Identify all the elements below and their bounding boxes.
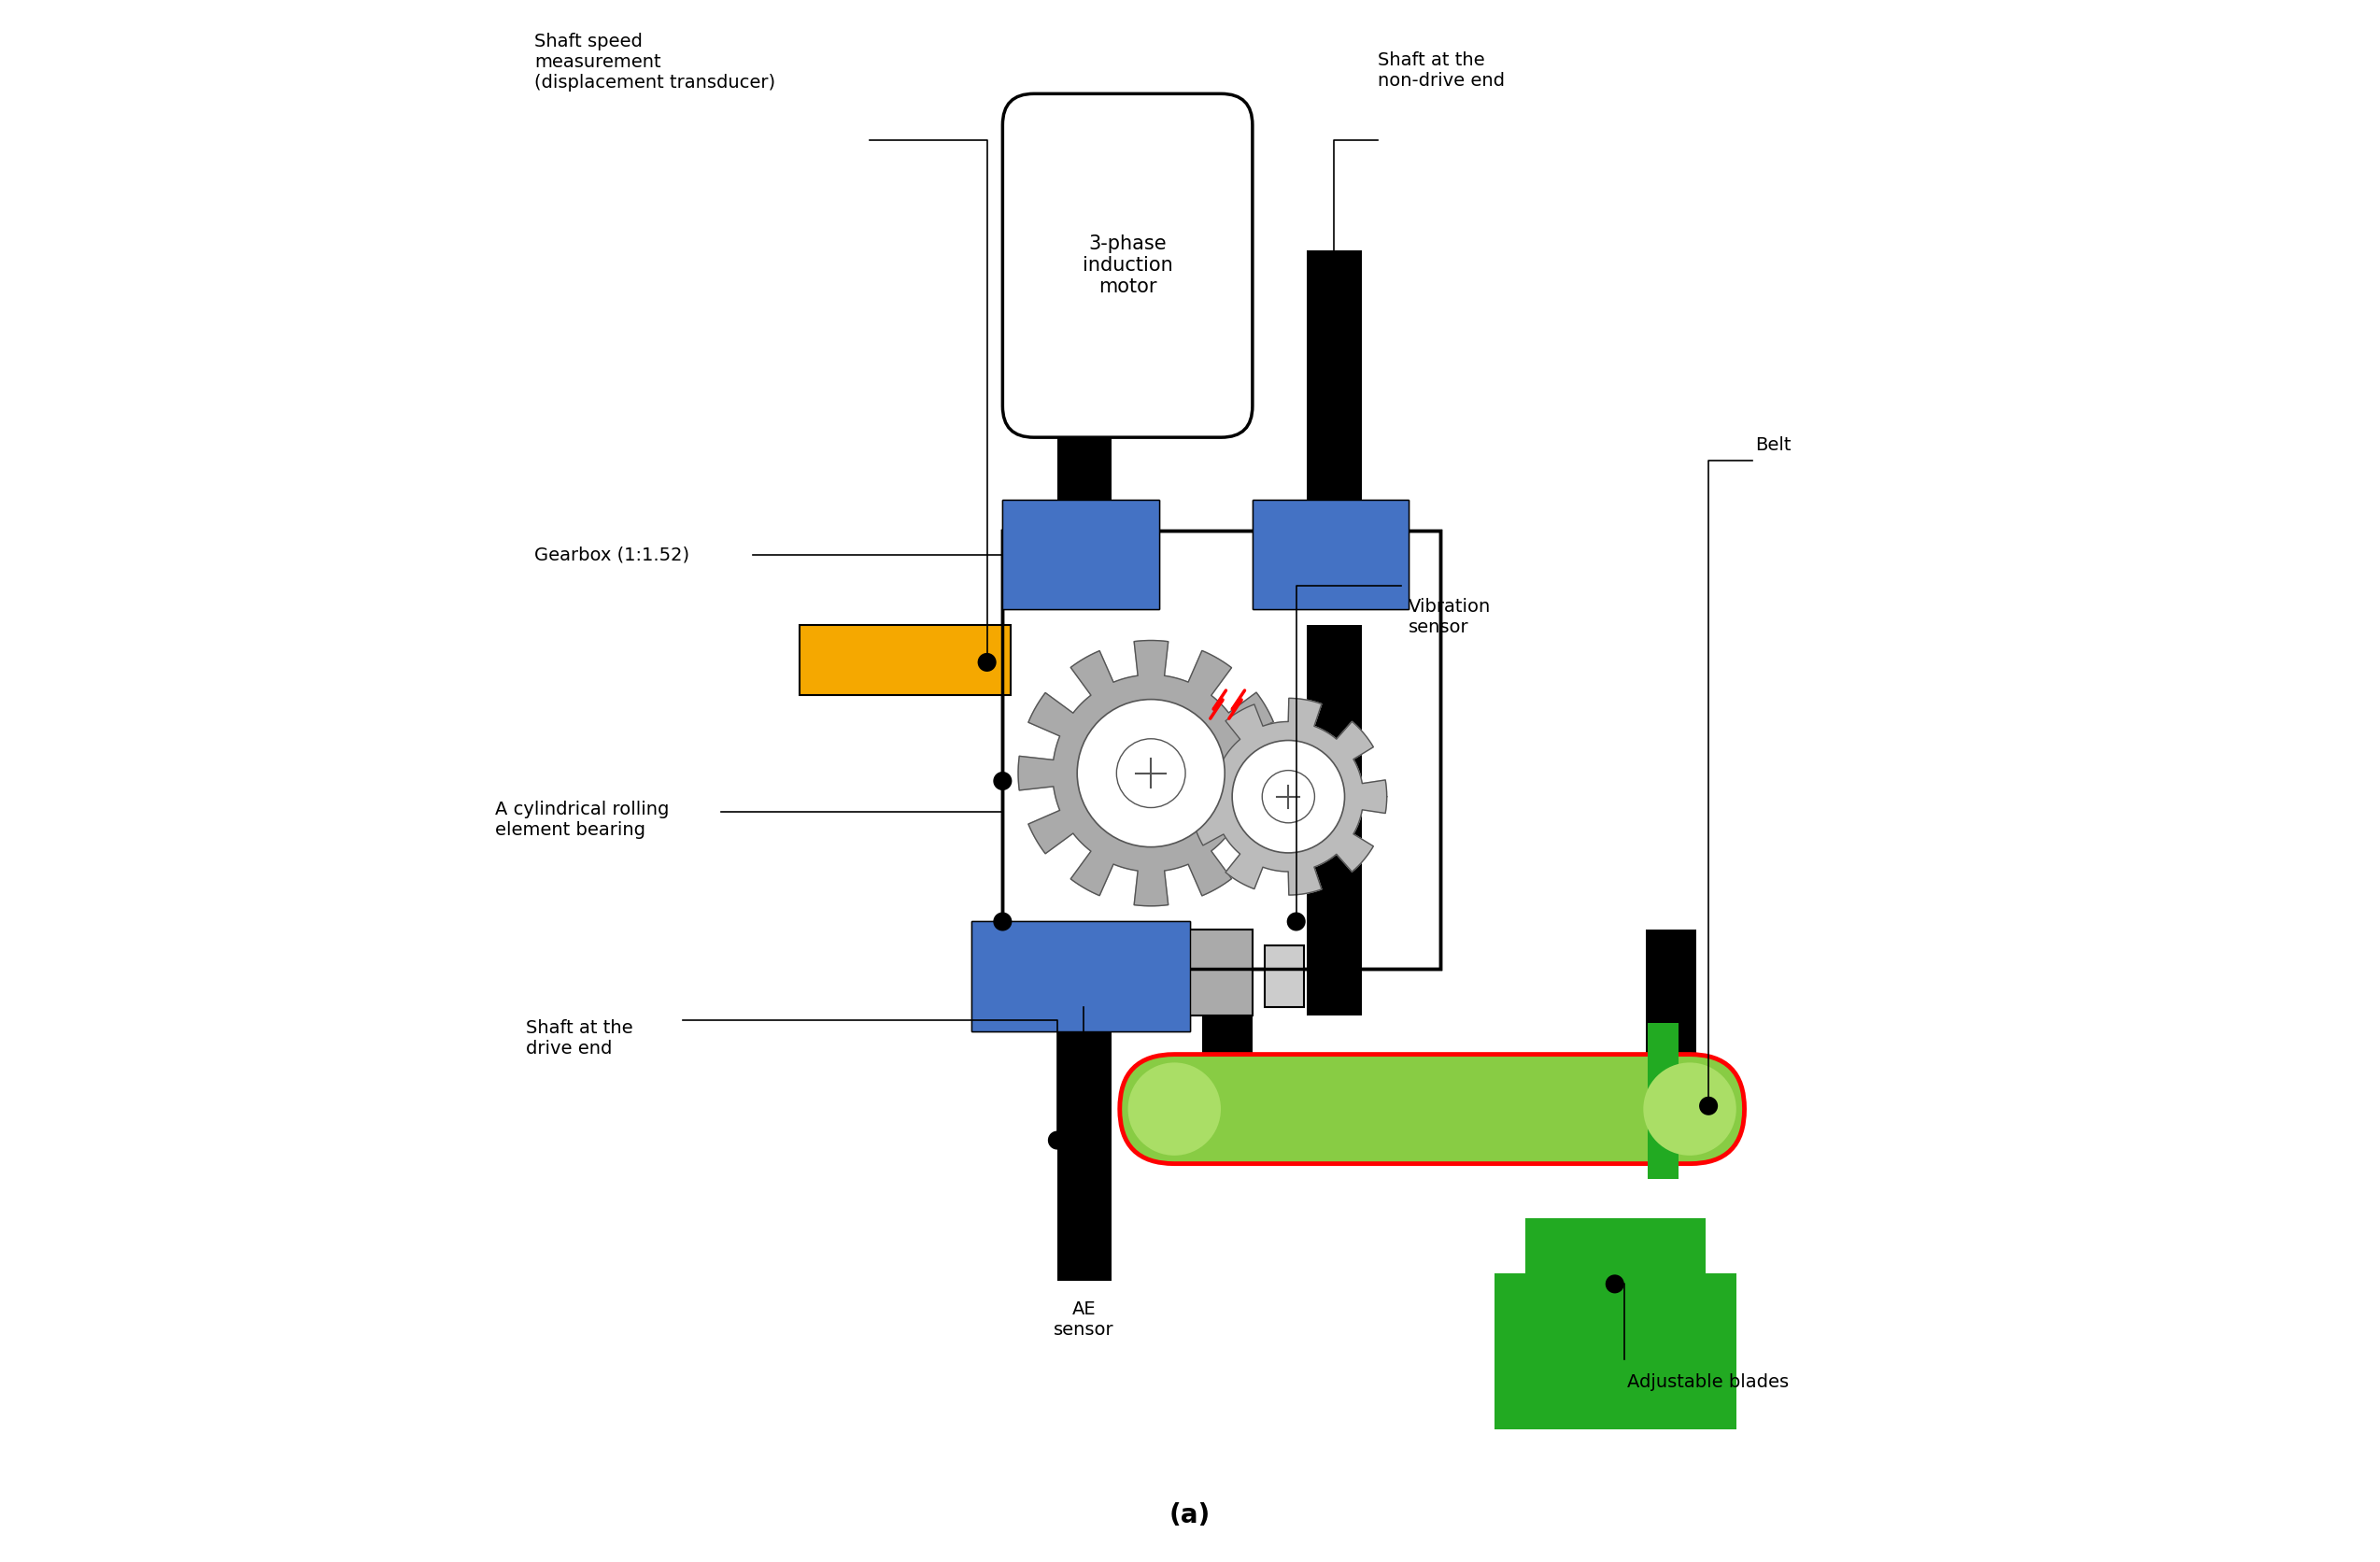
Circle shape [992,912,1011,931]
Text: (a): (a) [1169,1503,1211,1528]
FancyBboxPatch shape [1119,1054,1745,1164]
FancyBboxPatch shape [1002,94,1252,437]
Bar [1202,929,1252,1125]
Circle shape [1116,739,1185,808]
Bar [1002,531,1440,968]
Bar [1252,500,1409,609]
Circle shape [1288,912,1307,931]
Bar [1252,500,1409,609]
Bar [1495,1273,1737,1429]
Circle shape [978,653,997,672]
Polygon shape [1019,640,1283,906]
Bar [1647,929,1697,1125]
Bar [1002,500,1159,609]
Bar [1057,968,1111,1281]
Circle shape [1047,1131,1066,1150]
Bar [1307,625,1361,1015]
Circle shape [1699,1097,1718,1115]
Bar [1119,929,1252,1015]
Text: 3-phase
induction
motor: 3-phase induction motor [1083,234,1173,297]
Circle shape [1323,334,1342,353]
Circle shape [1606,1275,1623,1293]
Circle shape [1078,700,1226,847]
Text: Belt: Belt [1756,436,1792,455]
Text: Gearbox (1:1.52): Gearbox (1:1.52) [533,545,690,564]
Bar [1264,945,1304,1007]
Bar [1307,250,1361,500]
Bar [971,922,1190,1031]
Circle shape [1642,1062,1737,1156]
Bar [971,922,1190,1031]
Bar [1057,250,1111,500]
Bar [1526,1218,1706,1304]
Circle shape [1261,770,1314,823]
Text: Shaft at the
drive end: Shaft at the drive end [526,1020,633,1057]
Bar [1647,1023,1678,1179]
Text: AE
sensor: AE sensor [1054,1301,1114,1339]
Text: A cylindrical rolling
element bearing: A cylindrical rolling element bearing [495,801,669,839]
Text: Vibration
sensor: Vibration sensor [1409,598,1492,636]
Circle shape [1233,740,1345,853]
Bar [1002,500,1159,609]
Text: Adjustable blades: Adjustable blades [1628,1373,1790,1392]
Text: Shaft speed
measurement
(displacement transducer): Shaft speed measurement (displacement tr… [533,33,776,92]
Circle shape [1128,964,1152,989]
Bar [1002,531,1440,968]
Polygon shape [1192,698,1388,895]
Text: Shaft at the
non-drive end: Shaft at the non-drive end [1378,52,1504,89]
Circle shape [992,772,1011,790]
Bar [800,625,1011,695]
Circle shape [1128,1062,1221,1156]
